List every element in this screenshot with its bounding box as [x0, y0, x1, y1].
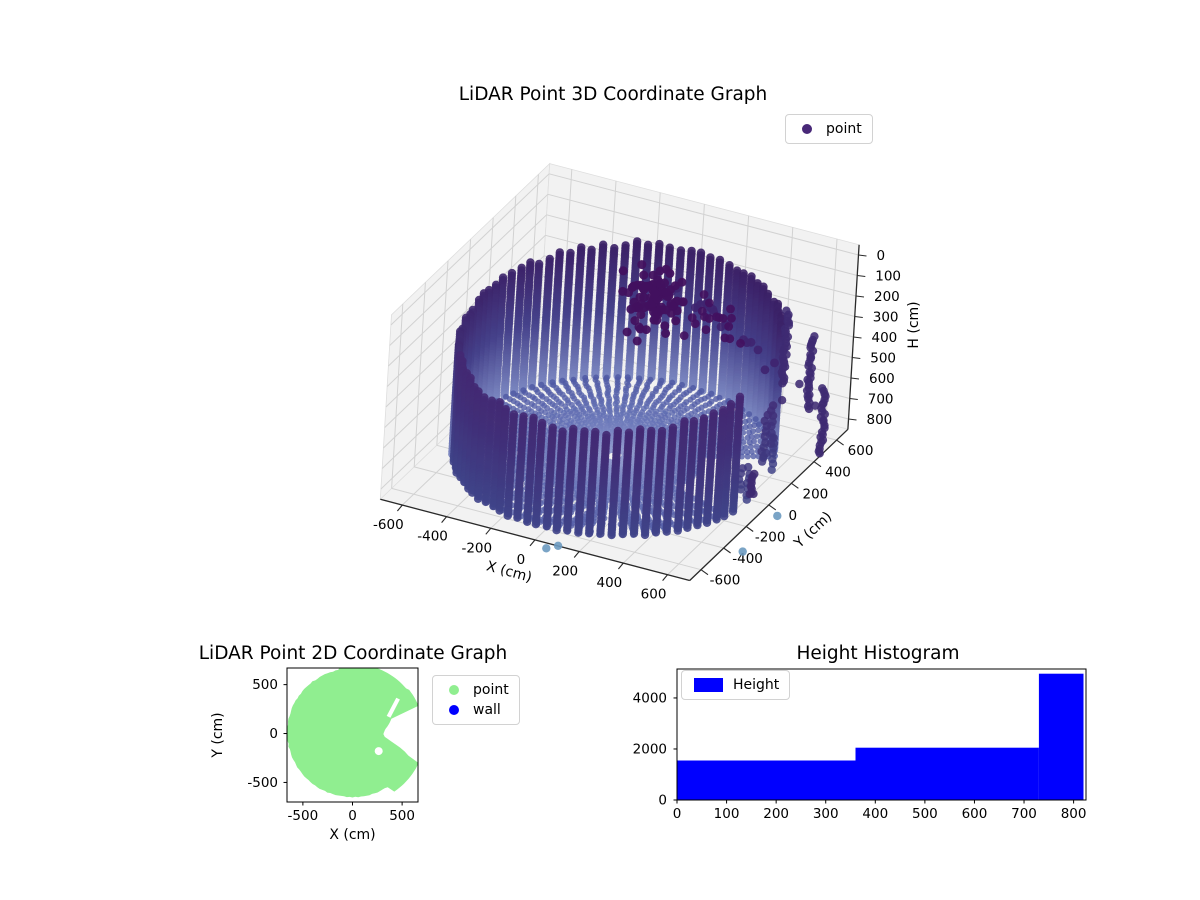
plot2d-title: LiDAR Point 2D Coordinate Graph: [198, 643, 508, 664]
svg-text:Y (cm): Y (cm): [791, 509, 836, 552]
hist-bar: [1038, 673, 1084, 800]
svg-text:400: 400: [596, 575, 622, 591]
height-swatch-icon: [694, 678, 723, 692]
svg-text:0: 0: [877, 248, 886, 264]
hist-bar: [855, 747, 1039, 800]
legend-entry-height: Height: [692, 675, 779, 695]
svg-text:600: 600: [641, 587, 667, 603]
legend-entry-point2d: point: [443, 680, 509, 700]
svg-text:400: 400: [872, 330, 898, 346]
wall-marker-icon: [449, 705, 459, 715]
svg-text:-400: -400: [732, 551, 763, 567]
svg-text:X (cm): X (cm): [485, 558, 534, 585]
plot3d-title: LiDAR Point 3D Coordinate Graph: [458, 84, 768, 105]
legend-label-point2d: point: [473, 682, 509, 698]
legend-label-height: Height: [733, 677, 780, 693]
svg-text:0: 0: [788, 508, 797, 524]
svg-text:H (cm): H (cm): [906, 301, 922, 348]
svg-text:-600: -600: [373, 517, 404, 533]
hist-bar: [677, 760, 856, 800]
legend-entry-wall2d: wall: [443, 700, 509, 720]
svg-text:200: 200: [552, 563, 578, 579]
scan-slit: [386, 697, 400, 718]
svg-text:0: 0: [517, 552, 526, 568]
svg-text:400: 400: [825, 465, 851, 481]
svg-text:600: 600: [848, 443, 874, 459]
legend-label-point3d: point: [826, 121, 862, 137]
svg-text:-200: -200: [755, 529, 786, 545]
svg-text:500: 500: [870, 351, 896, 367]
svg-text:200: 200: [802, 486, 828, 502]
point-marker-icon: [449, 685, 459, 695]
plot2d-legend: point wall: [432, 675, 520, 725]
svg-text:-400: -400: [417, 529, 448, 545]
svg-text:-600: -600: [710, 573, 741, 589]
svg-text:100: 100: [875, 269, 901, 285]
svg-text:300: 300: [873, 310, 899, 326]
svg-text:700: 700: [868, 392, 894, 408]
svg-text:200: 200: [874, 289, 900, 305]
scan-hole: [374, 747, 383, 756]
plot3d-legend: point: [785, 114, 873, 144]
point-cloud-3d: [448, 237, 830, 556]
svg-text:-200: -200: [461, 540, 492, 556]
histogram-title: Height Histogram: [796, 643, 960, 664]
legend-entry-point3d: point: [796, 119, 862, 139]
histogram-legend: Height: [681, 670, 791, 700]
svg-text:800: 800: [867, 412, 893, 428]
floor-points-blob: [287, 668, 418, 798]
svg-text:600: 600: [869, 371, 895, 387]
point-marker-icon: [802, 124, 812, 134]
legend-label-wall2d: wall: [473, 702, 501, 718]
